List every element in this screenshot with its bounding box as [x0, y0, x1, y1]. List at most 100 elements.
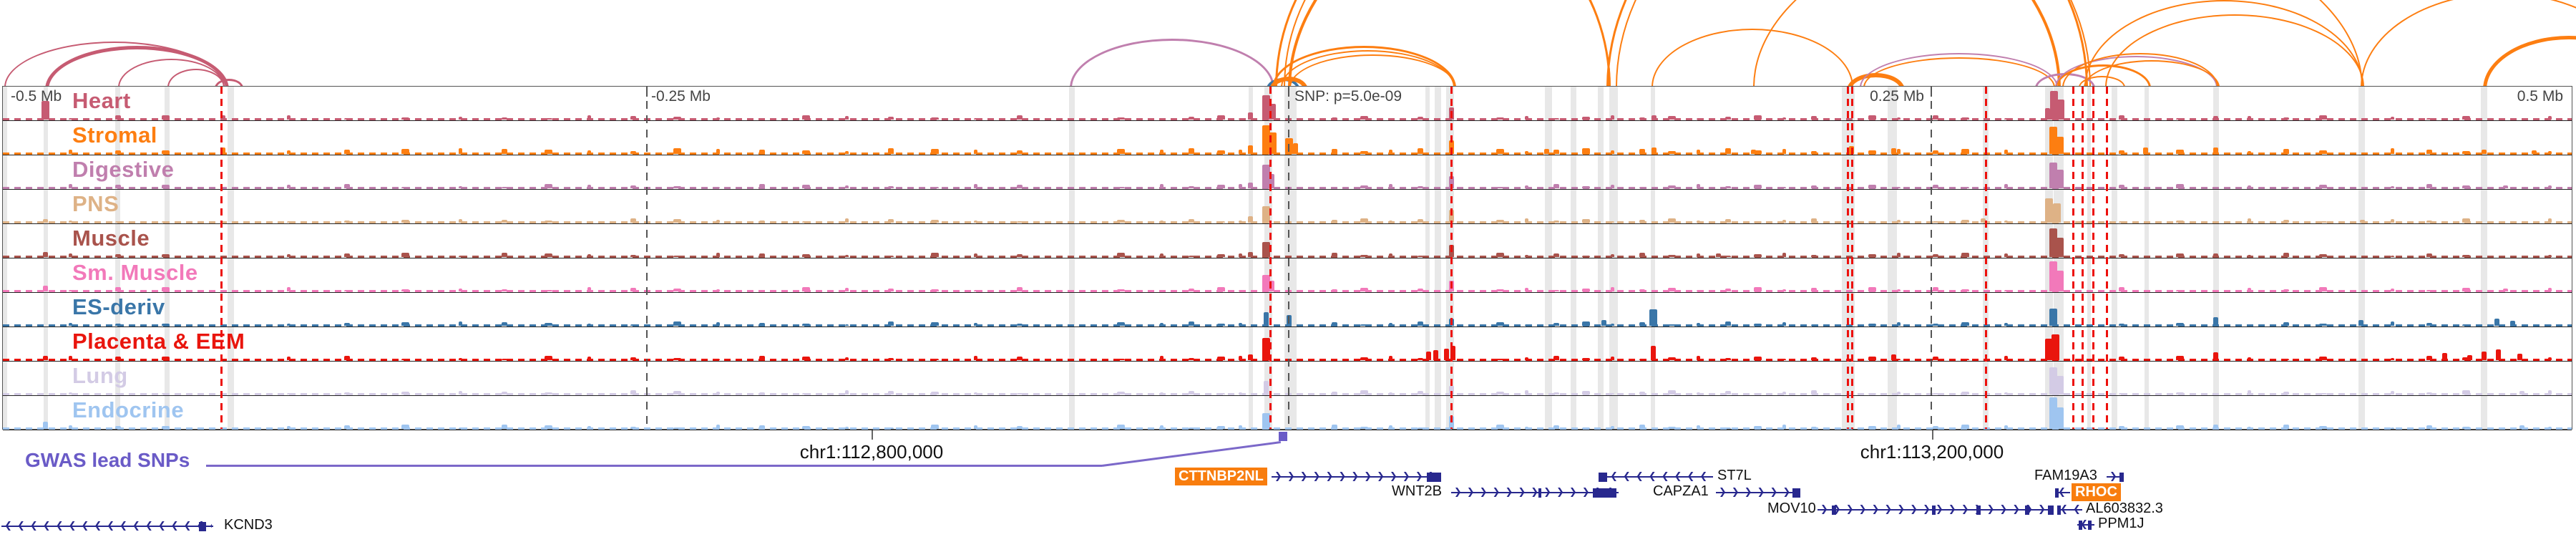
signal-minor-peak-heart: [1117, 117, 1125, 120]
chromosome-coordinate-label: chr1:113,200,000: [1860, 441, 2004, 463]
signal-minor-peak-digestive: [162, 185, 170, 188]
signal-minor-peak-heart: [1189, 117, 1194, 120]
track-lane-endocrine[interactable]: Endocrine: [3, 396, 2572, 430]
gene-label-CTTNBP2NL[interactable]: CTTNBP2NL: [1175, 468, 1267, 485]
signal-peak-placenta: [42, 356, 48, 360]
signal-minor-peak-stromal: [759, 150, 765, 154]
gwas-connector-line: [206, 465, 1102, 467]
signal-minor-peak-es_deriv: [1582, 321, 1590, 326]
signal-minor-peak-stromal: [1496, 149, 1504, 154]
signal-minor-peak-muscle: [759, 253, 765, 257]
track-label-endocrine: Endocrine: [72, 397, 185, 422]
signal-peak-placenta: [2495, 349, 2501, 360]
gene-label-MOV10[interactable]: MOV10: [1767, 500, 1816, 516]
gene-exon: [2079, 521, 2082, 530]
signal-minor-peak-endocrine: [1418, 427, 1423, 429]
signal-peak-sm_muscle: [1269, 281, 1274, 291]
signal-minor-peak-lung: [1117, 392, 1125, 395]
gene-exon: [1427, 473, 1441, 482]
signal-minor-peak-endocrine: [587, 426, 591, 429]
signal-minor-peak-pns: [1389, 221, 1392, 223]
signal-minor-peak-heart: [2119, 115, 2124, 120]
gwas-connector-diagonal: [1101, 441, 1282, 467]
signal-minor-peak-heart: [401, 117, 409, 120]
signal-peak-placenta: [2044, 339, 2053, 360]
track-lane-digestive[interactable]: Digestive: [3, 155, 2572, 190]
signal-minor-peak-digestive: [2426, 184, 2432, 188]
signal-minor-peak-es_deriv: [1611, 324, 1614, 326]
track-lane-lung[interactable]: Lung: [3, 362, 2572, 396]
signal-minor-peak-lung: [401, 392, 409, 395]
signal-minor-peak-heart: [1217, 115, 1225, 120]
signal-minor-peak-digestive: [545, 184, 552, 188]
signal-minor-peak-sm_muscle: [1117, 289, 1125, 291]
signal-minor-peak-lung: [1811, 390, 1817, 395]
track-baseline-sm_muscle: [3, 290, 2572, 292]
track-lane-sm_muscle[interactable]: Sm. Muscle: [3, 258, 2572, 293]
gene-body-line: [1716, 492, 1800, 493]
lead-snp-dashed-line: [2072, 87, 2074, 429]
gene-label-CAPZA1[interactable]: CAPZA1: [1653, 483, 1709, 499]
signal-minor-peak-placenta: [1017, 357, 1023, 360]
track-lane-pns[interactable]: PNS: [3, 190, 2572, 224]
signal-minor-peak-es_deriv: [162, 324, 170, 326]
signal-minor-peak-pns: [1725, 219, 1731, 223]
signal-minor-peak-heart: [1868, 115, 1876, 120]
signal-minor-peak-es_deriv: [2248, 324, 2251, 326]
signal-minor-peak-es_deriv: [1782, 322, 1786, 326]
signal-minor-peak-muscle: [1496, 253, 1504, 257]
signal-minor-peak-endocrine: [931, 425, 939, 429]
signal-minor-peak-lung: [1897, 392, 1901, 395]
signal-minor-peak-endocrine: [974, 425, 977, 429]
chromosome-tick: [872, 430, 873, 440]
track-lane-heart[interactable]: Heart: [3, 87, 2572, 121]
gene-label-PPM1J[interactable]: PPM1J: [2098, 516, 2145, 531]
coordinate-gridline-tick: [1931, 87, 1932, 97]
signal-minor-peak-muscle: [673, 256, 681, 257]
gene-exon: [1792, 488, 1800, 498]
signal-minor-peak-placenta: [401, 359, 409, 360]
signal-minor-peak-heart: [2248, 116, 2251, 120]
signal-minor-peak-lung: [1582, 391, 1590, 395]
signal-minor-peak-sm_muscle: [2462, 288, 2470, 291]
track-lane-muscle[interactable]: Muscle: [3, 224, 2572, 258]
signal-minor-peak-sm_muscle: [1389, 290, 1392, 291]
signal-minor-peak-pns: [888, 219, 894, 223]
gene-label-KCND3[interactable]: KCND3: [224, 517, 273, 533]
signal-minor-peak-lung: [802, 393, 810, 395]
signal-minor-peak-placenta: [1332, 359, 1337, 360]
signal-minor-peak-endocrine: [1189, 427, 1194, 429]
signal-minor-peak-sm_muscle: [1332, 289, 1337, 291]
gene-label-AL603832.3[interactable]: AL603832.3: [2086, 500, 2163, 516]
signal-minor-peak-lung: [1668, 390, 1676, 395]
track-lane-stromal[interactable]: Stromal: [3, 121, 2572, 155]
signal-minor-peak-stromal: [1525, 151, 1528, 154]
signal-minor-peak-lung: [2548, 390, 2552, 395]
signal-minor-peak-heart: [2426, 118, 2432, 120]
signal-minor-peak-placenta: [2248, 357, 2251, 360]
gene-label-ST7L[interactable]: ST7L: [1717, 468, 1752, 483]
signal-minor-peak-stromal: [673, 148, 681, 154]
signal-peak-stromal: [1262, 125, 1270, 154]
signal-minor-peak-digestive: [1639, 187, 1645, 188]
signal-minor-peak-sm_muscle: [1668, 288, 1676, 291]
signal-minor-peak-lung: [1611, 393, 1614, 395]
lead-snp-marker[interactable]: [1279, 432, 1287, 441]
signal-minor-peak-pns: [287, 221, 291, 223]
gene-strand-arrows: ❮: [2058, 486, 2069, 498]
signal-minor-peak-endocrine: [759, 425, 765, 429]
signal-minor-peak-muscle: [1117, 253, 1125, 257]
track-lane-placenta[interactable]: Placenta & EEM: [3, 327, 2572, 362]
gene-label-FAM19A3[interactable]: FAM19A3: [2034, 468, 2097, 483]
signal-minor-peak-placenta: [802, 357, 810, 360]
signal-peak-stromal: [1292, 143, 1298, 154]
gene-label-RHOC[interactable]: RHOC: [2072, 483, 2121, 501]
signal-minor-peak-heart: [1160, 118, 1163, 120]
signal-minor-peak-pns: [2176, 221, 2184, 223]
track-label-digestive: Digestive: [72, 157, 175, 182]
signal-minor-peak-placenta: [162, 357, 170, 360]
signal-minor-peak-muscle: [1160, 253, 1163, 257]
track-lane-es_deriv[interactable]: ES-deriv: [3, 293, 2572, 327]
signal-minor-peak-es_deriv: [545, 323, 552, 326]
gene-label-WNT2B[interactable]: WNT2B: [1392, 483, 1442, 499]
